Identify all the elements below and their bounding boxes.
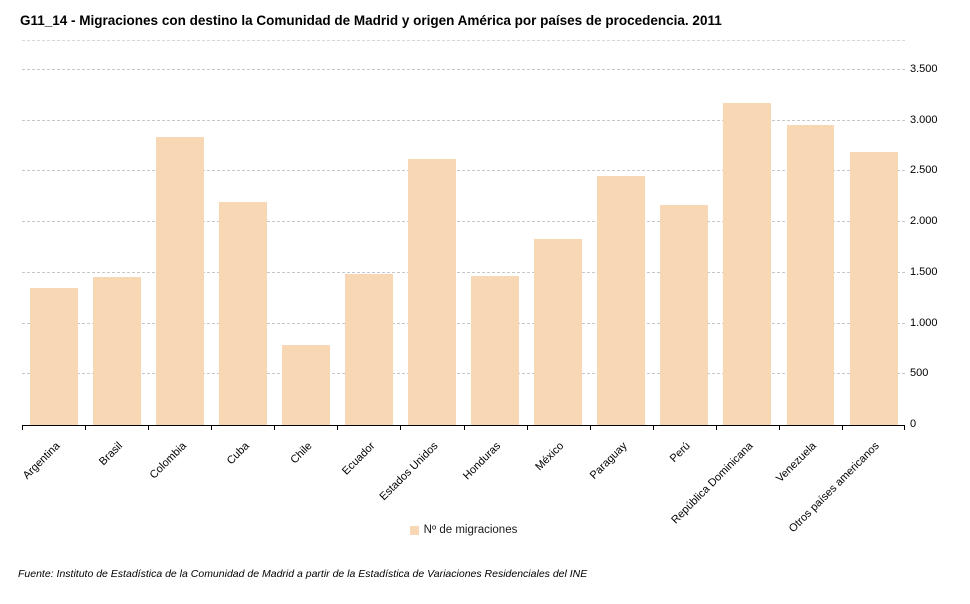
x-axis-labels: Argentina Brasil Colombia Cuba Chile Ecuador E… [20, 432, 905, 535]
gridline [22, 221, 905, 222]
y-axis-label: 0 [910, 418, 917, 430]
axis-tick [653, 425, 654, 430]
axis-tick [842, 425, 843, 430]
x-axis-label-peru: Perú [667, 440, 693, 465]
bar-slot [527, 41, 590, 425]
axis-tick [590, 425, 591, 430]
bar-slot [779, 41, 842, 425]
axis-tick [400, 425, 401, 430]
bar-slot [22, 41, 85, 425]
axis-tick [464, 425, 465, 430]
x-axis-label-argentina: Argentina [20, 440, 63, 482]
gridline [22, 170, 905, 171]
axis-tick [716, 425, 717, 430]
y-axis-label: 2.000 [910, 215, 938, 227]
bar-mexico [534, 239, 583, 425]
bar-slot [400, 41, 463, 425]
gridline [22, 69, 905, 70]
bar-venezuela [786, 125, 835, 425]
bar-otros-paises-americanos [849, 152, 898, 425]
bar-peru [660, 205, 709, 425]
bar-slot [148, 41, 211, 425]
x-axis-label-estados-unidos: Estados Unidos [377, 440, 441, 503]
bar-ecuador [344, 274, 393, 425]
y-axis-label: 3.000 [910, 114, 938, 126]
x-axis-label-honduras: Honduras [461, 440, 504, 483]
legend: Nº de migraciones [22, 524, 905, 536]
bar-slot [716, 41, 779, 425]
x-axis-label-ecuador: Ecuador [340, 440, 378, 478]
legend-swatch-icon [409, 525, 419, 535]
x-axis-label-cuba: Cuba [224, 440, 252, 468]
bar-slot [274, 41, 337, 425]
axis-tick [22, 425, 23, 430]
bar-brasil [92, 277, 141, 425]
y-axis-label: 1.000 [910, 317, 938, 329]
gridline [22, 323, 905, 324]
y-axis-labels: 0 500 1.000 1.500 2.000 2.500 3.000 3.500 [910, 40, 968, 430]
axis-tick [904, 425, 905, 430]
gridline [22, 272, 905, 273]
bar-estados-unidos [408, 159, 456, 425]
bar-argentina [29, 288, 78, 425]
bar-colombia [155, 137, 204, 425]
axis-tick [779, 425, 780, 430]
bar-slot [464, 41, 527, 425]
bar-honduras [471, 276, 520, 425]
axis-tick [85, 425, 86, 430]
bar-slot [590, 41, 653, 425]
gridline [22, 373, 905, 374]
bar-slot [211, 41, 274, 425]
axis-tick [274, 425, 275, 430]
axis-tick [337, 425, 338, 430]
legend-label: Nº de migraciones [423, 524, 518, 536]
bar-slot [85, 41, 148, 425]
x-axis-label-venezuela: Venezuela [773, 440, 819, 485]
x-axis-label-brasil: Brasil [97, 440, 126, 468]
axis-tick [148, 425, 149, 430]
bar-slot [653, 41, 716, 425]
x-axis-label-mexico: México [533, 440, 567, 474]
source-note: Fuente: Instituto de Estadística de la C… [18, 568, 588, 580]
bar-slot [337, 41, 400, 425]
x-axis-label-chile: Chile [288, 440, 315, 467]
y-axis-label: 500 [910, 367, 929, 379]
axis-tick [211, 425, 212, 430]
y-axis-label: 2.500 [910, 164, 938, 176]
x-axis-label-colombia: Colombia [147, 440, 189, 482]
bar-slot [842, 41, 905, 425]
bar-paraguay [597, 176, 646, 425]
gridline [22, 120, 905, 121]
axis-tick [527, 425, 528, 430]
bar-republica-dominicana [723, 103, 772, 425]
bars [22, 41, 905, 425]
y-axis-label: 1.500 [910, 266, 938, 278]
x-axis-label-paraguay: Paraguay [587, 440, 630, 482]
chart-title: G11_14 - Migraciones con destino la Comu… [20, 13, 722, 28]
bar-cuba [218, 202, 267, 425]
plot-area [22, 40, 905, 430]
bar-chile [281, 345, 330, 425]
y-axis-label: 3.500 [910, 63, 938, 75]
